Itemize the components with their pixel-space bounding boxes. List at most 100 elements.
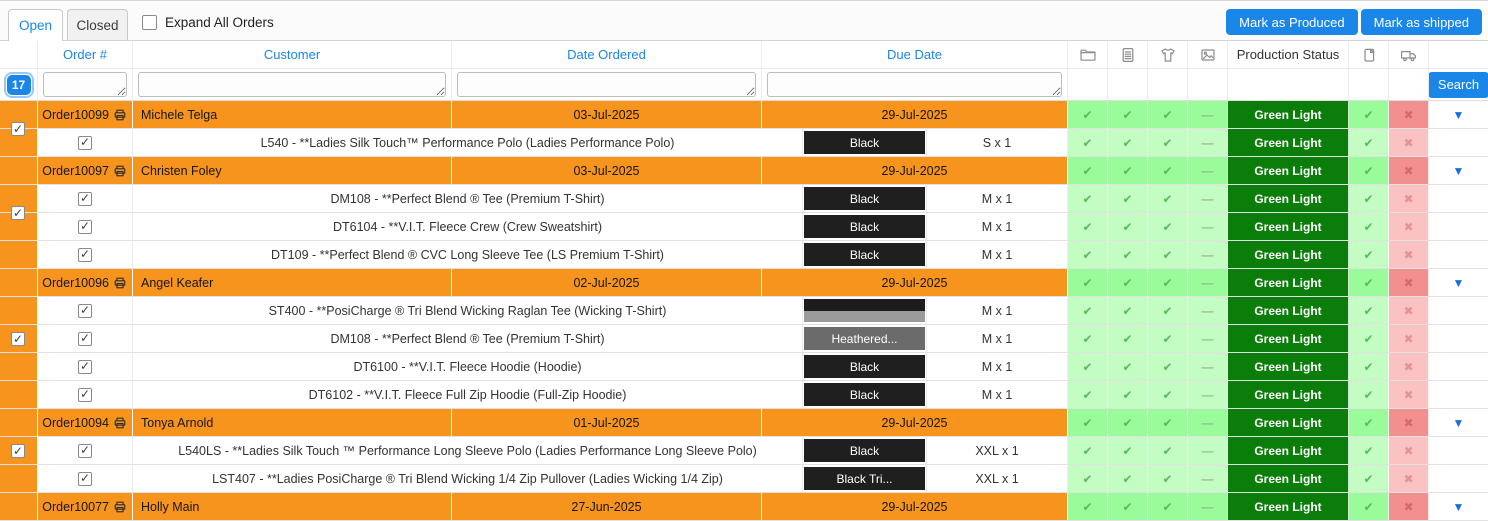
status-document-mark: ✔ bbox=[1122, 135, 1133, 150]
item-select-checkbox[interactable]: ✓ bbox=[78, 331, 92, 346]
order-select-checkbox[interactable]: ✓ bbox=[11, 122, 25, 136]
status-document-mark: ✔ bbox=[1122, 359, 1133, 374]
item-select-checkbox[interactable]: ✓ bbox=[78, 135, 92, 150]
status-produced-mark: ✔ bbox=[1363, 331, 1374, 346]
order-number-cell: Order10096 bbox=[38, 269, 133, 296]
expand-all-checkbox[interactable] bbox=[142, 14, 157, 30]
due-date-column-header[interactable]: Due Date bbox=[762, 41, 1068, 68]
expand-all-label: Expand All Orders bbox=[165, 14, 274, 30]
item-select-checkbox[interactable]: ✓ bbox=[78, 359, 92, 374]
order-row[interactable]: Order10077 Holly Main 27-Jun-2025 29-Jul… bbox=[0, 493, 1488, 521]
order-select-checkbox[interactable]: ✓ bbox=[11, 206, 25, 220]
expand-order-arrow[interactable]: ▼ bbox=[1452, 163, 1465, 178]
order-group: Order10077 Holly Main 27-Jun-2025 29-Jul… bbox=[0, 493, 1488, 521]
status-folder-mark: ✔ bbox=[1082, 415, 1093, 430]
order-number-filter-input[interactable] bbox=[43, 72, 127, 97]
truck-icon bbox=[1389, 41, 1429, 68]
mark-as-shipped-button[interactable]: Mark as shipped bbox=[1360, 9, 1482, 35]
date-ordered-filter-input[interactable] bbox=[457, 72, 756, 97]
order-select-checkbox[interactable]: ✓ bbox=[11, 444, 25, 458]
order-number-cell: Order10097 bbox=[38, 157, 133, 184]
status-folder-cell: ✔ bbox=[1068, 129, 1108, 156]
order-item-row: ✓ DT109 - **Perfect Blend ® CVC Long Sle… bbox=[0, 241, 1488, 269]
printer-icon[interactable] bbox=[113, 500, 127, 514]
expand-order-arrow[interactable]: ▼ bbox=[1452, 415, 1465, 430]
status-shipped-cell: ✖ bbox=[1389, 129, 1429, 156]
status-image-mark: — bbox=[1201, 415, 1214, 430]
item-size: S x 1 bbox=[927, 129, 1068, 156]
date-ordered-filter-cell bbox=[452, 69, 762, 100]
due-date-filter-input[interactable] bbox=[767, 72, 1062, 97]
expand-order-arrow[interactable]: ▼ bbox=[1452, 499, 1465, 514]
mark-as-produced-button[interactable]: Mark as Produced bbox=[1226, 9, 1358, 35]
printer-icon[interactable] bbox=[113, 164, 127, 178]
printer-icon[interactable] bbox=[113, 108, 127, 122]
item-select-cell: ✓ bbox=[38, 465, 133, 492]
filter-spacer-7 bbox=[1389, 69, 1429, 100]
order-item-row: ✓ DT6100 - **V.I.T. Fleece Hoodie (Hoodi… bbox=[0, 353, 1488, 381]
order-item-row: ✓ LST407 - **Ladies PosiCharge ® Tri Ble… bbox=[0, 465, 1488, 493]
status-image-mark: — bbox=[1201, 387, 1214, 402]
order-select-checkbox[interactable]: ✓ bbox=[11, 332, 25, 346]
order-row[interactable]: Order10099 Michele Telga 03-Jul-2025 29-… bbox=[0, 101, 1488, 129]
due-date-value: 29-Jul-2025 bbox=[762, 409, 1068, 436]
item-select-checkbox[interactable]: ✓ bbox=[78, 191, 92, 206]
item-color-cell bbox=[803, 297, 927, 324]
filter-spacer-3 bbox=[1148, 69, 1188, 100]
printer-icon[interactable] bbox=[113, 416, 127, 430]
expand-cell bbox=[1429, 213, 1488, 240]
order-row[interactable]: Order10094 Tonya Arnold 01-Jul-2025 29-J… bbox=[0, 409, 1488, 437]
status-shirt-mark: ✔ bbox=[1162, 415, 1173, 430]
status-shirt-mark: ✔ bbox=[1162, 163, 1173, 178]
status-shirt-mark: ✔ bbox=[1162, 443, 1173, 458]
filter-spacer-2 bbox=[1108, 69, 1148, 100]
production-status-badge: Green Light bbox=[1228, 353, 1349, 380]
status-folder-cell: ✔ bbox=[1068, 325, 1108, 352]
expand-cell bbox=[1429, 437, 1488, 464]
customer-filter-cell bbox=[133, 69, 452, 100]
status-shirt-cell: ✔ bbox=[1148, 297, 1188, 324]
item-description: DT109 - **Perfect Blend ® CVC Long Sleev… bbox=[133, 241, 803, 268]
color-chip: Black bbox=[804, 215, 925, 238]
status-folder-mark: ✔ bbox=[1082, 471, 1093, 486]
status-shipped-cell: ✖ bbox=[1389, 185, 1429, 212]
order-item-row: ✓ DT6102 - **V.I.T. Fleece Full Zip Hood… bbox=[0, 381, 1488, 409]
tab-closed[interactable]: Closed bbox=[67, 9, 128, 41]
item-select-checkbox[interactable]: ✓ bbox=[78, 387, 92, 402]
status-document-cell: ✔ bbox=[1108, 157, 1148, 184]
status-shirt-cell: ✔ bbox=[1148, 129, 1188, 156]
production-status-badge: Green Light bbox=[1228, 185, 1349, 212]
order-number-column-header[interactable]: Order # bbox=[38, 41, 133, 68]
filter-row: 17 Search bbox=[0, 69, 1488, 101]
status-folder-mark: ✔ bbox=[1082, 499, 1093, 514]
status-produced-mark: ✔ bbox=[1363, 415, 1374, 430]
status-shipped-mark: ✖ bbox=[1403, 135, 1414, 150]
item-select-checkbox[interactable]: ✓ bbox=[78, 247, 92, 262]
color-chip: Black bbox=[804, 383, 925, 406]
date-ordered-column-header[interactable]: Date Ordered bbox=[452, 41, 762, 68]
order-row[interactable]: Order10097 Christen Foley 03-Jul-2025 29… bbox=[0, 157, 1488, 185]
order-row[interactable]: Order10096 Angel Keafer 02-Jul-2025 29-J… bbox=[0, 269, 1488, 297]
status-folder-mark: ✔ bbox=[1082, 303, 1093, 318]
customer-column-header[interactable]: Customer bbox=[133, 41, 452, 68]
item-select-checkbox[interactable]: ✓ bbox=[78, 219, 92, 234]
printer-icon[interactable] bbox=[113, 276, 127, 290]
status-shirt-mark: ✔ bbox=[1162, 471, 1173, 486]
customer-filter-input[interactable] bbox=[138, 72, 446, 97]
expand-order-arrow[interactable]: ▼ bbox=[1452, 275, 1465, 290]
item-select-checkbox[interactable]: ✓ bbox=[78, 303, 92, 318]
status-image-mark: — bbox=[1201, 275, 1214, 290]
status-shirt-cell: ✔ bbox=[1148, 241, 1188, 268]
tab-open[interactable]: Open bbox=[8, 9, 63, 41]
order-item-row: ✓ ST400 - **PosiCharge ® Tri Blend Wicki… bbox=[0, 297, 1488, 325]
status-shipped-mark: ✖ bbox=[1403, 247, 1414, 262]
expand-order-arrow[interactable]: ▼ bbox=[1452, 107, 1465, 122]
status-produced-mark: ✔ bbox=[1363, 387, 1374, 402]
due-date-value: 29-Jul-2025 bbox=[762, 101, 1068, 128]
search-button[interactable]: Search bbox=[1429, 71, 1488, 98]
status-shipped-mark: ✖ bbox=[1403, 107, 1414, 122]
item-select-checkbox[interactable]: ✓ bbox=[78, 443, 92, 458]
item-select-checkbox[interactable]: ✓ bbox=[78, 471, 92, 486]
status-produced-cell: ✔ bbox=[1349, 269, 1389, 296]
item-description: L540LS - **Ladies Silk Touch ™ Performan… bbox=[133, 437, 803, 464]
